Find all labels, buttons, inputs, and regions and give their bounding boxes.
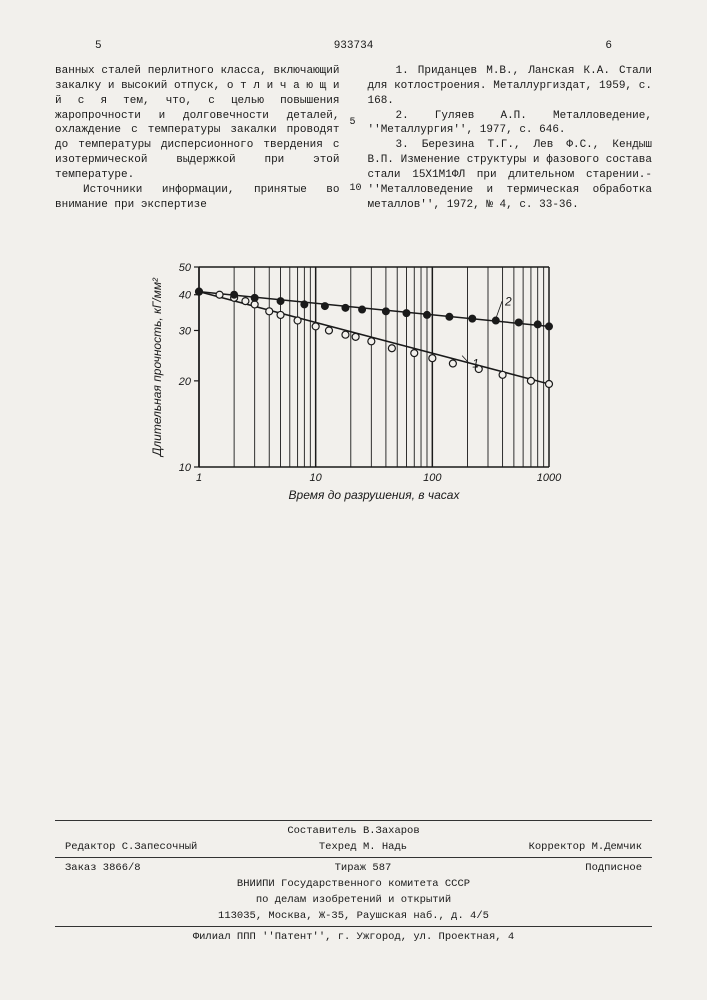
text-columns: ванных сталей перлитного класса, включаю…: [55, 64, 652, 212]
left-column: ванных сталей перлитного класса, включаю…: [55, 64, 340, 212]
svg-text:100: 100: [423, 472, 442, 484]
right-column: 5 10 1. Приданцев М.В., Ланская К.А. Ста…: [368, 64, 653, 212]
left-para-1: ванных сталей перлитного класса, включаю…: [55, 64, 340, 183]
creep-chart: 10 20 30 40 50 1 10 100 1000 1 2 Время до разрушени…: [144, 257, 564, 527]
line-num-10: 10: [350, 182, 362, 196]
page-num-left: 5: [95, 40, 102, 52]
left-para-2: Источники информации, принятые во вниман…: [55, 183, 340, 213]
techred: Техред М. Надь: [319, 841, 407, 853]
order: Заказ 3866/8: [65, 862, 141, 874]
line-num-5: 5: [350, 116, 356, 130]
page-num-right: 6: [605, 40, 612, 52]
svg-text:50: 50: [178, 262, 191, 274]
svg-text:10: 10: [309, 472, 322, 484]
svg-text:30: 30: [178, 326, 191, 338]
org1: ВНИИПИ Государственного комитета СССР: [55, 876, 652, 892]
compiler: Составитель В.Захаров: [55, 823, 652, 839]
chart-container: 10 20 30 40 50 1 10 100 1000 1 2 Время до разрушени…: [144, 257, 564, 527]
svg-text:10: 10: [178, 462, 191, 474]
svg-text:20: 20: [177, 376, 191, 388]
svg-text:2: 2: [504, 295, 512, 309]
svg-text:Время до разрушения, в часах: Время до разрушения, в часах: [288, 488, 460, 502]
filial: Филиал ППП ''Патент'', г. Ужгород, ул. П…: [55, 929, 652, 945]
tirazh: Тираж 587: [335, 862, 392, 874]
doc-number: 933734: [334, 40, 374, 52]
org2: по делам изобретений и открытий: [55, 892, 652, 908]
editor: Редактор С.Запесочный: [65, 841, 197, 853]
svg-text:40: 40: [178, 290, 191, 302]
addr1: 113035, Москва, Ж-35, Раушская наб., д. …: [55, 908, 652, 924]
svg-text:1: 1: [472, 357, 479, 371]
ref-3: 3. Березина Т.Г., Лев Ф.С., Кендыш В.П. …: [368, 138, 653, 212]
footer-block: Составитель В.Захаров Редактор С.Запесоч…: [55, 818, 652, 945]
svg-text:Длительная прочность, кГ/мм²: Длительная прочность, кГ/мм²: [150, 277, 164, 458]
ref-2: 2. Гуляев А.П. Металловедение, ''Металлу…: [368, 109, 653, 139]
corrector: Корректор М.Демчик: [529, 841, 642, 853]
subscr: Подписное: [585, 862, 642, 874]
svg-text:1000: 1000: [536, 472, 561, 484]
left-p1b: тем, что, с целью повышения жаропрочност…: [55, 95, 340, 181]
page-header: 5 933734 6: [55, 40, 652, 52]
ref-1: 1. Приданцев М.В., Ланская К.А. Стали дл…: [368, 64, 653, 109]
svg-text:1: 1: [195, 472, 201, 484]
